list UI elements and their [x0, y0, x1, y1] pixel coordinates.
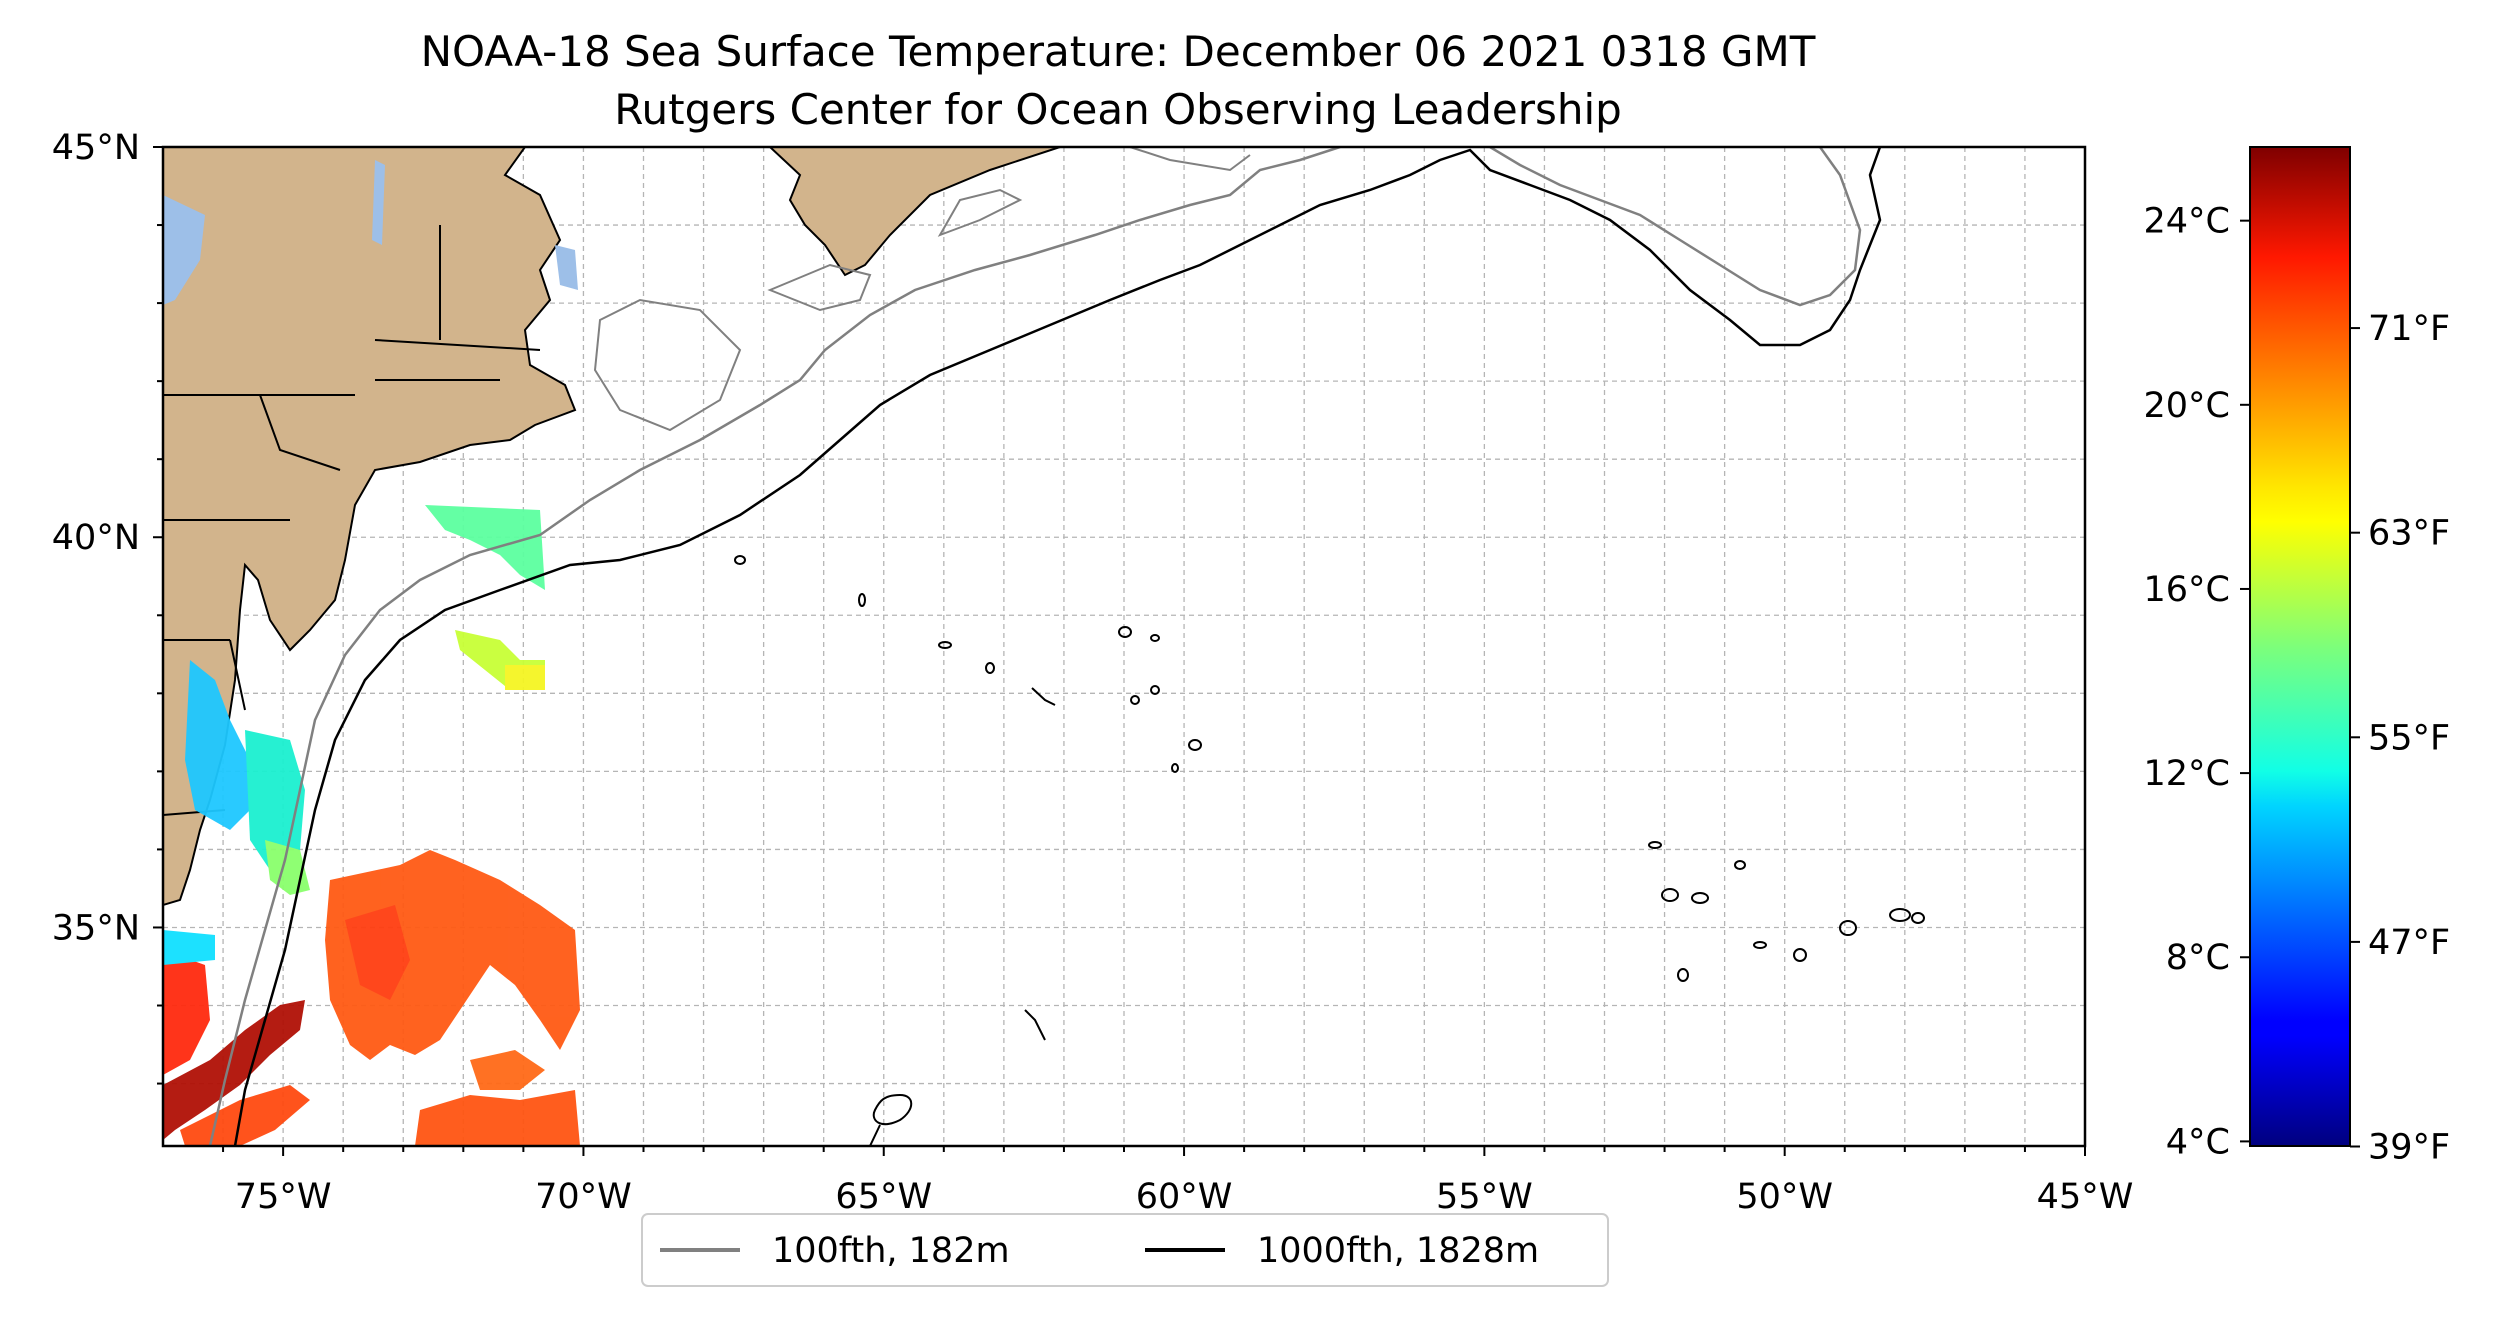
lon-tick-label: 55°W [1436, 1177, 1533, 1217]
isobath-100fth-banks [593, 147, 1251, 432]
colorbar-gradient [2249, 146, 2351, 1147]
map-axes: 75°W 70°W 65°W 60°W 55°W 50°W 45°W 45°N 40°N 35°N [52, 128, 2134, 1217]
celsius-tick-label: 20°C [2144, 386, 2230, 426]
sst-data-patches [163, 505, 580, 1146]
colorbar-ticks: 24°C 20°C 16°C 12°C 8°C 4°C 71°F 63°F 55°F 47°F 39… [2144, 202, 2451, 1168]
lon-tick-label: 75°W [235, 1177, 332, 1217]
legend-label-1000fth: 1000fth, 1828m [1257, 1231, 1539, 1271]
isobath-1000fth [233, 147, 1882, 1146]
celsius-tick-label: 16°C [2144, 570, 2230, 610]
chart-title: NOAA-18 Sea Surface Temperature: Decembe… [421, 27, 1816, 76]
map-area [163, 147, 2085, 1146]
fahrenheit-tick-label: 71°F [2368, 309, 2450, 349]
state-borders [163, 225, 541, 816]
colorbar: 24°C 20°C 16°C 12°C 8°C 4°C 71°F 63°F 55°F 47°F 39… [2144, 146, 2451, 1168]
chart-subtitle: Rutgers Center for Ocean Observing Leade… [614, 85, 1622, 134]
fahrenheit-tick-label: 47°F [2368, 923, 2450, 963]
legend-label-100fth: 100fth, 182m [772, 1231, 1010, 1271]
lat-tick-label: 45°N [52, 128, 140, 168]
celsius-tick-label: 12°C [2144, 754, 2230, 794]
celsius-tick-label: 24°C [2144, 202, 2230, 242]
lon-tick-label: 45°W [2037, 1177, 2134, 1217]
fahrenheit-tick-label: 63°F [2368, 514, 2450, 554]
fahrenheit-tick-label: 55°F [2368, 718, 2450, 758]
legend: 100fth, 182m 1000fth, 1828m [641, 1213, 1609, 1287]
lon-tick-label: 60°W [1136, 1177, 1233, 1217]
lon-tick-label: 65°W [835, 1177, 932, 1217]
fahrenheit-tick-label: 39°F [2368, 1128, 2450, 1168]
celsius-tick-label: 8°C [2166, 938, 2230, 978]
celsius-tick-label: 4°C [2166, 1122, 2230, 1162]
land-nova-scotia [768, 147, 1061, 277]
legend-box [641, 1213, 1609, 1287]
lat-tick-label: 40°N [52, 518, 140, 558]
seamounts [734, 555, 1925, 1146]
lon-tick-label: 50°W [1736, 1177, 1833, 1217]
lon-tick-label: 70°W [535, 1177, 632, 1217]
isobath-100fth [208, 147, 1862, 1146]
lat-tick-label: 35°N [52, 908, 140, 948]
